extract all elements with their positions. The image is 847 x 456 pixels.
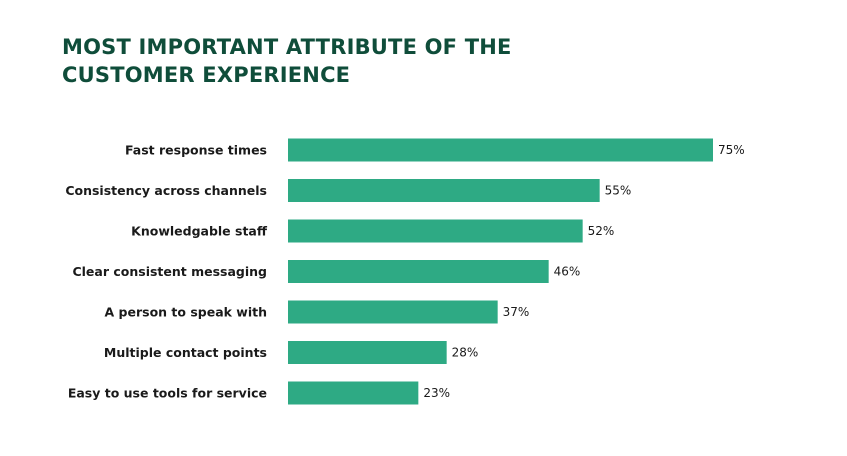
- category-label-clear-consistent-messaging: Clear consistent messaging: [72, 264, 267, 279]
- category-label-consistency-across-channels: Consistency across channels: [65, 183, 267, 198]
- bar-easy-to-use-tools-for-service: [288, 381, 419, 405]
- value-label-clear-consistent-messaging: 46%: [554, 265, 581, 279]
- category-label-a-person-to-speak-with: A person to speak with: [105, 305, 267, 320]
- bar-multiple-contact-points: [288, 341, 447, 364]
- bar-clear-consistent-messaging: [288, 260, 549, 283]
- bar-a-person-to-speak-with: [288, 300, 498, 324]
- chart-title: MOST IMPORTANT ATTRIBUTE OF THE CUSTOMER…: [62, 33, 622, 89]
- chart-title-line-2: CUSTOMER EXPERIENCE: [62, 63, 351, 87]
- bar-knowledgable-staff: [288, 219, 583, 243]
- chart-title-line-1: MOST IMPORTANT ATTRIBUTE OF THE: [62, 35, 512, 59]
- category-label-multiple-contact-points: Multiple contact points: [104, 345, 267, 360]
- value-label-consistency-across-channels: 55%: [605, 184, 632, 198]
- value-label-easy-to-use-tools-for-service: 23%: [423, 386, 450, 400]
- value-label-knowledgable-staff: 52%: [588, 224, 615, 238]
- bar-consistency-across-channels: [288, 179, 600, 202]
- category-label-knowledgable-staff: Knowledgable staff: [131, 224, 268, 239]
- value-label-a-person-to-speak-with: 37%: [503, 305, 530, 319]
- bar-fast-response-times: [288, 138, 713, 162]
- value-label-fast-response-times: 75%: [718, 143, 745, 157]
- value-label-multiple-contact-points: 28%: [452, 346, 479, 360]
- category-label-fast-response-times: Fast response times: [125, 143, 267, 158]
- category-label-easy-to-use-tools-for-service: Easy to use tools for service: [68, 386, 267, 401]
